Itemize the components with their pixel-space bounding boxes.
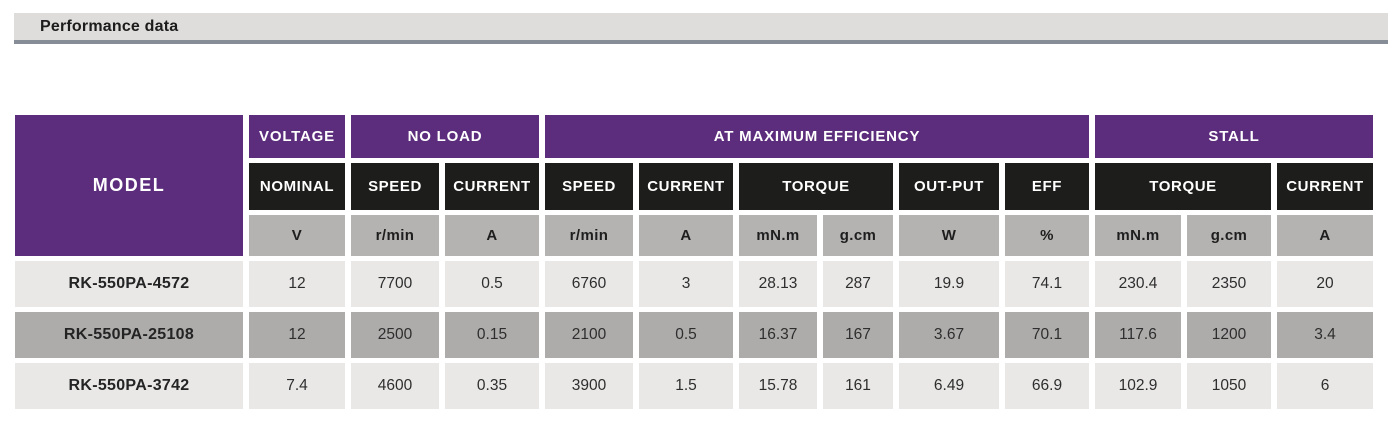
cell-maxeff-torque-mnm: 28.13 bbox=[739, 261, 817, 307]
cell-eff: 74.1 bbox=[1005, 261, 1089, 307]
cell-noload-speed: 7700 bbox=[351, 261, 439, 307]
cell-eff: 66.9 bbox=[1005, 363, 1089, 409]
cell-maxeff-torque-gcm: 161 bbox=[823, 363, 893, 409]
cell-maxeff-torque-gcm: 167 bbox=[823, 312, 893, 358]
cell-output: 6.49 bbox=[899, 363, 999, 409]
group-header-voltage: VOLTAGE bbox=[249, 115, 345, 158]
unit-maxeff-mnm: mN.m bbox=[739, 215, 817, 256]
cell-stall-current: 20 bbox=[1277, 261, 1373, 307]
subheader-maxeff-torque: TORQUE bbox=[739, 163, 893, 210]
cell-stall-current: 3.4 bbox=[1277, 312, 1373, 358]
model-name: RK-550PA-25108 bbox=[15, 312, 243, 358]
subheader-stall-current: CURRENT bbox=[1277, 163, 1373, 210]
subheader-nominal: NOMINAL bbox=[249, 163, 345, 210]
cell-stall-torque-gcm: 1200 bbox=[1187, 312, 1271, 358]
cell-eff: 70.1 bbox=[1005, 312, 1089, 358]
unit-noload-rpm: r/min bbox=[351, 215, 439, 256]
cell-stall-torque-mnm: 102.9 bbox=[1095, 363, 1181, 409]
cell-noload-current: 0.35 bbox=[445, 363, 539, 409]
section-title-bar: Performance data bbox=[14, 13, 1388, 44]
cell-maxeff-speed: 6760 bbox=[545, 261, 633, 307]
cell-output: 3.67 bbox=[899, 312, 999, 358]
group-header-no-load: NO LOAD bbox=[351, 115, 539, 158]
table-row: RK-550PA-25108 12 2500 0.15 2100 0.5 16.… bbox=[15, 312, 1373, 358]
cell-noload-speed: 4600 bbox=[351, 363, 439, 409]
unit-maxeff-rpm: r/min bbox=[545, 215, 633, 256]
unit-percent: % bbox=[1005, 215, 1089, 256]
unit-maxeff-gcm: g.cm bbox=[823, 215, 893, 256]
cell-stall-torque-gcm: 1050 bbox=[1187, 363, 1271, 409]
table-row: RK-550PA-3742 7.4 4600 0.35 3900 1.5 15.… bbox=[15, 363, 1373, 409]
group-header-at-maximum-efficiency: AT MAXIMUM EFFICIENCY bbox=[545, 115, 1089, 158]
subheader-stall-torque: TORQUE bbox=[1095, 163, 1271, 210]
cell-stall-torque-gcm: 2350 bbox=[1187, 261, 1271, 307]
unit-stall-gcm: g.cm bbox=[1187, 215, 1271, 256]
unit-watt: W bbox=[899, 215, 999, 256]
subheader-eff: EFF bbox=[1005, 163, 1089, 210]
subheader-noload-speed: SPEED bbox=[351, 163, 439, 210]
cell-maxeff-speed: 3900 bbox=[545, 363, 633, 409]
section-title: Performance data bbox=[40, 18, 179, 35]
cell-maxeff-torque-mnm: 15.78 bbox=[739, 363, 817, 409]
header-sub-row: NOMINAL SPEED CURRENT SPEED CURRENT TORQ… bbox=[15, 163, 1373, 210]
unit-stall-mnm: mN.m bbox=[1095, 215, 1181, 256]
cell-nominal-voltage: 12 bbox=[249, 261, 345, 307]
model-name: RK-550PA-3742 bbox=[15, 363, 243, 409]
subheader-output: OUT-PUT bbox=[899, 163, 999, 210]
model-column-header: MODEL bbox=[15, 115, 243, 256]
cell-stall-torque-mnm: 230.4 bbox=[1095, 261, 1181, 307]
cell-nominal-voltage: 7.4 bbox=[249, 363, 345, 409]
cell-nominal-voltage: 12 bbox=[249, 312, 345, 358]
unit-stall-amp: A bbox=[1277, 215, 1373, 256]
model-name: RK-550PA-4572 bbox=[15, 261, 243, 307]
unit-maxeff-amp: A bbox=[639, 215, 733, 256]
unit-noload-amp: A bbox=[445, 215, 539, 256]
performance-table: MODEL VOLTAGE NO LOAD AT MAXIMUM EFFICIE… bbox=[9, 110, 1379, 414]
cell-stall-torque-mnm: 117.6 bbox=[1095, 312, 1181, 358]
cell-maxeff-current: 0.5 bbox=[639, 312, 733, 358]
cell-maxeff-torque-mnm: 16.37 bbox=[739, 312, 817, 358]
subheader-noload-current: CURRENT bbox=[445, 163, 539, 210]
cell-maxeff-speed: 2100 bbox=[545, 312, 633, 358]
cell-noload-current: 0.5 bbox=[445, 261, 539, 307]
cell-noload-speed: 2500 bbox=[351, 312, 439, 358]
cell-stall-current: 6 bbox=[1277, 363, 1373, 409]
subheader-maxeff-speed: SPEED bbox=[545, 163, 633, 210]
group-header-stall: STALL bbox=[1095, 115, 1373, 158]
header-unit-row: V r/min A r/min A mN.m g.cm W % mN.m g.c… bbox=[15, 215, 1373, 256]
cell-maxeff-current: 1.5 bbox=[639, 363, 733, 409]
cell-maxeff-current: 3 bbox=[639, 261, 733, 307]
cell-noload-current: 0.15 bbox=[445, 312, 539, 358]
cell-output: 19.9 bbox=[899, 261, 999, 307]
table-row: RK-550PA-4572 12 7700 0.5 6760 3 28.13 2… bbox=[15, 261, 1373, 307]
cell-maxeff-torque-gcm: 287 bbox=[823, 261, 893, 307]
unit-volt: V bbox=[249, 215, 345, 256]
header-group-row: MODEL VOLTAGE NO LOAD AT MAXIMUM EFFICIE… bbox=[15, 115, 1373, 256]
subheader-maxeff-current: CURRENT bbox=[639, 163, 733, 210]
